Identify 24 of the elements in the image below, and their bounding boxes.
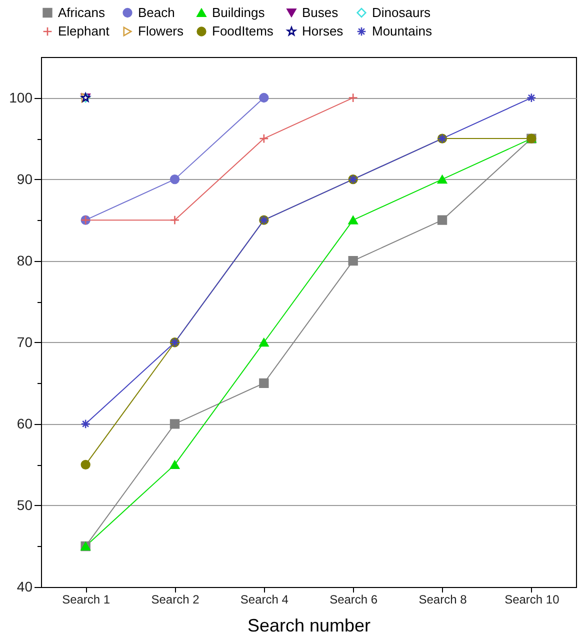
legend-label: Beach: [138, 4, 175, 20]
x-tick-label: Search 1: [62, 592, 110, 606]
legend-label: Buses: [302, 4, 339, 20]
y-tick-label: 80: [16, 252, 33, 268]
x-tick-label: Search 4: [240, 592, 289, 606]
legend-label: Dinosaurs: [372, 4, 432, 20]
legend-label: Horses: [302, 24, 344, 38]
x-tick-label: Search 2: [151, 592, 200, 606]
legend-label: Mountains: [372, 24, 432, 38]
y-tick-label: 40: [16, 578, 33, 594]
y-tick-label: 50: [16, 496, 33, 513]
legend-label: Elephant: [58, 24, 110, 38]
x-tick-label: Search 8: [418, 592, 468, 606]
y-tick-label: 90: [16, 170, 33, 187]
x-tick-label: Search 6: [330, 592, 378, 606]
x-tick-label: Search 10: [504, 592, 560, 606]
y-tick-label: 100: [9, 89, 33, 106]
y-tick-label: 70: [16, 334, 33, 350]
legend-label: Flowers: [138, 24, 184, 38]
legend-label: FoodItems: [212, 24, 274, 38]
x-axis-title: Search number: [247, 616, 371, 636]
legend-label: Africans: [58, 4, 106, 20]
legend-label: Buildings: [212, 4, 266, 20]
y-tick-label: 60: [16, 415, 33, 432]
